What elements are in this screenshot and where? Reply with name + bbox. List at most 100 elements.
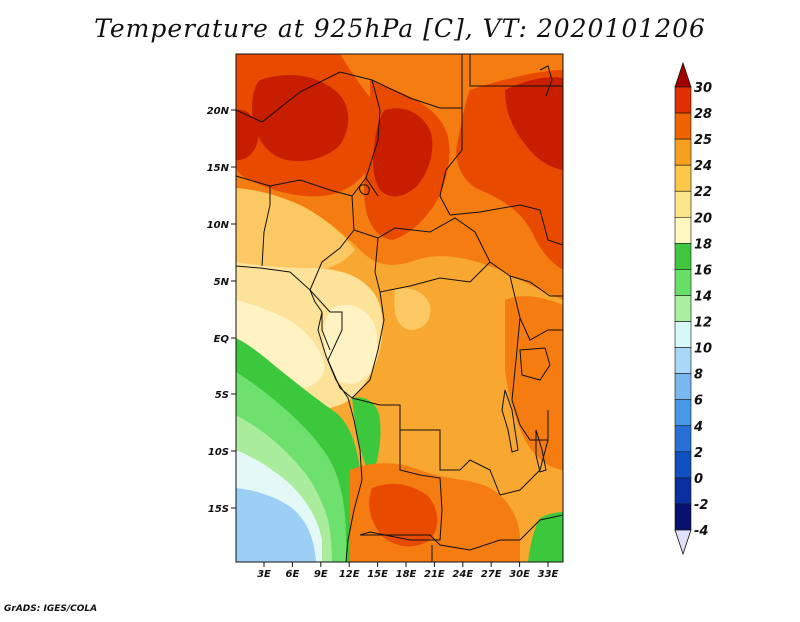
- colorbar-swatch: [674, 373, 692, 401]
- lon-tick-label: 9E: [314, 569, 328, 580]
- colorbar-swatch: [674, 112, 692, 140]
- colorbar-label: 14: [694, 289, 712, 304]
- colorbar-swatch: [674, 295, 692, 322]
- border-uganda: [509, 275, 563, 341]
- latitude-axis: 20N 15N 10N 5N EQ 5S 10S 15S: [207, 106, 236, 515]
- colorbar-label: 16: [694, 263, 712, 278]
- lon-tick-label: 12E: [339, 569, 360, 580]
- border-mozambique: [519, 514, 563, 541]
- border-sudan-ethiopia: [449, 204, 563, 246]
- colorbar-label: -2: [694, 498, 708, 513]
- field-hot-core-3: [505, 77, 563, 170]
- field-hot-core-1: [252, 75, 349, 162]
- lon-tick-label: 21E: [424, 569, 445, 580]
- colorbar-label: 12: [694, 316, 712, 331]
- colorbar-swatch: [674, 321, 692, 348]
- colorbar-swatch: [674, 138, 692, 166]
- colorbar-label: 10: [694, 342, 712, 357]
- border-car-south: [374, 237, 491, 293]
- lat-tick-label: 15N: [207, 163, 230, 174]
- colorbar-label: 22: [694, 185, 712, 200]
- colorbar-label: 24: [694, 159, 712, 174]
- field-angola-coastal-green: [352, 397, 381, 478]
- border-south-sudan: [489, 261, 563, 297]
- field-interior-light-orange: [394, 288, 431, 330]
- lake-chad: [359, 184, 370, 195]
- border-drc-south: [351, 397, 501, 496]
- field-se-green: [528, 512, 563, 562]
- lat-tick-label: 5S: [215, 390, 229, 401]
- country-borders: [236, 54, 563, 562]
- colorbar-swatch: [674, 347, 692, 374]
- field-congo-cream: [323, 304, 378, 384]
- border-gabon: [321, 312, 331, 351]
- longitude-axis: 3E 6E 9E 12E 15E 18E 21E 24E 27E 30E 33E: [257, 562, 559, 580]
- colorbar-label: 18: [694, 237, 712, 252]
- colorbar-label: 2: [694, 446, 703, 461]
- lat-tick-label: 10S: [208, 447, 229, 458]
- colorbar-label: 28: [694, 107, 712, 122]
- colorbar-label: 20: [694, 211, 712, 226]
- colorbar-swatch: [674, 503, 692, 531]
- colorbar-label: 4: [693, 420, 703, 435]
- colorbar-swatch: [674, 399, 692, 427]
- lat-tick-label: 10N: [207, 220, 230, 231]
- field-south-red: [369, 483, 438, 547]
- lat-tick-label: EQ: [214, 334, 230, 345]
- field-hot-core-4: [236, 109, 259, 160]
- grads-credit: GrADS: IGES/COLA: [4, 604, 98, 614]
- colorbar-label: 8: [694, 368, 703, 383]
- field-gulf-light-orange: [236, 188, 355, 273]
- border-congo-west: [309, 289, 353, 399]
- lon-tick-label: 18E: [396, 569, 417, 580]
- lon-tick-label: 15E: [367, 569, 388, 580]
- border-chad-sudan: [439, 108, 463, 216]
- colorbar-label: 30: [694, 81, 712, 96]
- lake-victoria: [519, 347, 551, 381]
- border-niger-chad: [365, 79, 381, 197]
- coastline-red-sea: [539, 65, 553, 97]
- colorbar-top-arrow: [674, 61, 692, 88]
- colorbar-swatch: [674, 243, 692, 270]
- colorbar-label: 6: [694, 394, 703, 409]
- lon-tick-label: 27E: [481, 569, 502, 580]
- colorbar-label: 25: [694, 133, 712, 148]
- lake-tanganyika: [501, 389, 519, 453]
- field-west-cream: [236, 300, 325, 388]
- lon-tick-label: 30E: [509, 569, 530, 580]
- lat-tick-label: 20N: [207, 106, 230, 117]
- coastline-gulf-of-guinea: [236, 265, 363, 562]
- field-sw-sky: [236, 488, 316, 562]
- colorbar-bottom-arrow: [674, 529, 692, 556]
- colorbar-swatch: [674, 425, 692, 453]
- lon-tick-label: 6E: [286, 569, 300, 580]
- lon-tick-label: 33E: [538, 569, 559, 580]
- lat-tick-label: 15S: [208, 504, 229, 515]
- colorbar-label: 0: [694, 472, 703, 487]
- lon-tick-label: 3E: [257, 569, 271, 580]
- colorbar-swatch: [674, 451, 692, 479]
- colorbar-swatch: [674, 86, 692, 114]
- border-nigeria-cameroon: [309, 195, 355, 291]
- field-hot-core-2: [373, 108, 433, 197]
- map-frame: [235, 53, 564, 563]
- border-congo-drc: [351, 291, 385, 399]
- border-east-lakes: [511, 317, 548, 441]
- colorbar-label: -4: [694, 524, 708, 539]
- map-title: Temperature at 925hPa [C], VT: 202010120…: [94, 14, 706, 43]
- lat-tick-label: 5N: [214, 277, 230, 288]
- border-namibia: [360, 534, 520, 551]
- border-west-africa: [236, 175, 367, 197]
- border-nigeria: [261, 186, 271, 267]
- colorbar-swatch: [674, 477, 692, 505]
- lake-malawi: [535, 429, 547, 473]
- lon-tick-label: 24E: [452, 569, 473, 580]
- colorbar-swatch: [674, 164, 692, 192]
- border-sudan-egypt: [469, 54, 563, 87]
- colorbar-swatch: [674, 216, 692, 244]
- temperature-field: [236, 54, 563, 562]
- colorbar-swatch: [674, 269, 692, 296]
- colorbar-swatch: [674, 190, 692, 218]
